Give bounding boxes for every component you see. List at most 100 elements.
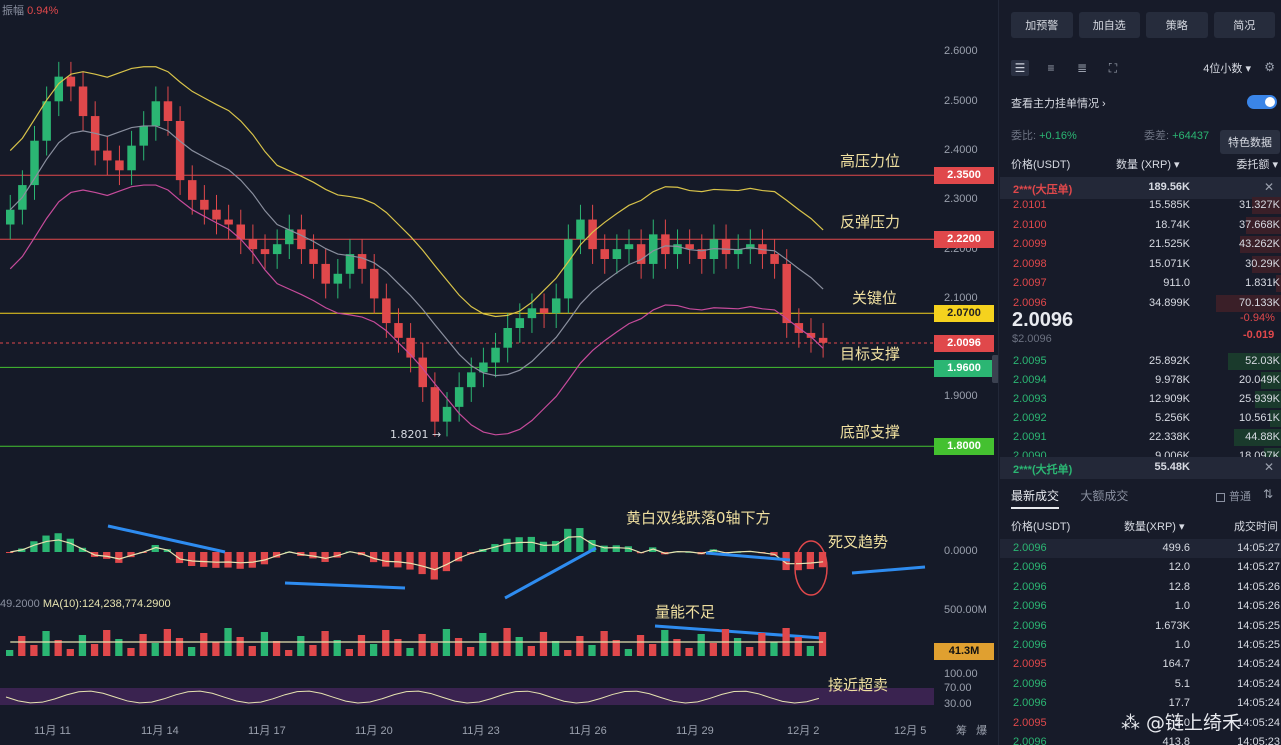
filter-icon[interactable]: ⇅ <box>1262 487 1273 501</box>
normal-filter[interactable]: 普通 <box>1216 488 1251 504</box>
candle-body <box>479 362 488 373</box>
macd-bar <box>321 552 329 562</box>
close-icon[interactable]: ✕ <box>1263 460 1274 474</box>
orderbook-bids-icon[interactable]: ≡ <box>1047 61 1055 75</box>
candle-body <box>369 268 379 299</box>
ask-row[interactable]: 2.0096 34.899K 70.133K <box>1000 294 1281 313</box>
big-bid-row[interactable]: 2***(大托单) 55.48K ✕ <box>1000 457 1281 479</box>
big-orders-toggle[interactable] <box>1247 95 1277 109</box>
bid-row[interactable]: 2.0094 9.978K 20.049K <box>1000 371 1281 390</box>
candle-body <box>467 372 476 388</box>
tab-large-trades[interactable]: 大额成交 <box>1080 489 1129 503</box>
volume-bar <box>600 631 608 656</box>
price-chart[interactable]: 振幅 0.94% 2.6000 2.5000 2.4000 2.3000 2.2… <box>0 0 999 745</box>
volume-bar <box>115 639 123 656</box>
volume-bar <box>649 644 657 656</box>
trend-arrow <box>107 524 226 554</box>
annotation-rebound-resistance: 反弹压力 <box>840 213 901 231</box>
date-tick: 12月 5 <box>894 725 927 737</box>
liquidation-button[interactable]: 爆 <box>976 725 988 737</box>
ask-row[interactable]: 2.0098 15.071K 30.29K <box>1000 255 1281 274</box>
col-qty-header[interactable]: 数量 (XRP) ▾ <box>1116 159 1180 171</box>
price-axis-tick: 2.1000 <box>944 292 978 304</box>
volume-bar <box>357 635 366 656</box>
ask-row[interactable]: 2.0101 15.585K 31.327K <box>1000 196 1281 215</box>
volume-bar <box>588 645 596 656</box>
volume-bar <box>127 648 135 656</box>
trade-col-time: 成交时间 <box>1234 521 1278 533</box>
bid-ask-diff: 委差: +64437 <box>1144 130 1210 142</box>
volume-bar <box>200 633 208 656</box>
ask-row[interactable]: 2.0099 21.525K 43.262K <box>1000 235 1281 254</box>
bid-row[interactable]: 2.0092 5.256K 10.561K <box>1000 409 1281 428</box>
bid-row[interactable]: 2.0093 12.909K 25.939K <box>1000 390 1281 409</box>
volume-bar <box>151 643 159 656</box>
last-price-usd: $2.0096 <box>1012 333 1052 345</box>
candle-body <box>187 180 197 200</box>
trade-col-qty[interactable]: 数量(XRP) ▾ <box>1124 521 1185 533</box>
macd-bar <box>564 528 572 552</box>
orderbook-panel: 加预警 加自选 策略 简况 ☰ ≡ ≣ ⛶ 4位小数 ▾ ⚙ 查看主力挂单情况 … <box>998 0 1281 745</box>
chip-tools[interactable]: 筹 爆 <box>956 722 987 738</box>
chart-canvas[interactable] <box>0 0 998 745</box>
candle-body <box>163 101 173 121</box>
panel-resize-handle[interactable] <box>992 355 999 383</box>
macd-bar <box>42 535 50 552</box>
macd-bar <box>151 545 159 552</box>
price-tag-rebound: 2.2200 <box>934 231 994 248</box>
annotation-oversold: 接近超卖 <box>828 676 889 694</box>
candle-body <box>394 323 403 338</box>
volume-bar <box>54 640 62 656</box>
tab-latest-trades[interactable]: 最新成交 <box>1011 489 1060 509</box>
volume-bar <box>612 640 620 656</box>
feature-data-tooltip[interactable]: 特色数据 <box>1220 130 1280 154</box>
overview-button[interactable]: 简况 <box>1213 12 1275 38</box>
volume-bar <box>418 634 426 656</box>
macd-bar <box>66 538 74 552</box>
volume-bar <box>78 635 87 656</box>
chip-distribution-button[interactable]: 筹 <box>956 725 967 737</box>
candle-body <box>600 249 609 259</box>
volume-bar <box>236 637 244 656</box>
price-tag-key: 2.0700 <box>934 305 994 322</box>
trade-row: 2.0096 1.0 14:05:26 <box>1013 600 1280 613</box>
candle-body <box>6 209 15 225</box>
trade-row: 2.0096 1.0 14:05:25 <box>1013 639 1280 651</box>
big-ask-row[interactable]: 2***(大压单) 189.56K ✕ <box>1000 177 1281 199</box>
bid-row[interactable]: 2.0095 25.892K 52.03K <box>1000 352 1281 371</box>
orderbook-expand-icon[interactable]: ⛶ <box>1108 60 1118 75</box>
bid-row[interactable]: 2.0091 22.338K 44.88K <box>1000 428 1281 447</box>
decimals-select[interactable]: 4位小数 ▾ <box>1203 63 1251 75</box>
death-cross-circle <box>794 540 828 596</box>
bid-row[interactable]: 2.0090 9.006K 18.097K <box>1000 447 1281 457</box>
volume-bar <box>673 639 681 656</box>
col-total-header[interactable]: 委托额 ▾ <box>1236 159 1278 171</box>
orderbook-both-icon[interactable]: ☰ <box>1011 60 1029 76</box>
candle-body <box>321 263 330 284</box>
candle-body <box>297 229 306 250</box>
candle-body <box>418 357 427 388</box>
candle-body <box>115 160 124 171</box>
volume-bar <box>272 641 281 656</box>
strategy-button[interactable]: 策略 <box>1146 12 1208 38</box>
date-tick: 12月 2 <box>787 725 820 737</box>
volume-axis-top: 500.00M <box>944 604 987 616</box>
macd-bar <box>442 552 451 572</box>
settings-icon[interactable]: ⚙ <box>1264 60 1275 74</box>
trend-arrow <box>284 581 406 590</box>
ask-row[interactable]: 2.0100 18.74K 37.668K <box>1000 216 1281 235</box>
macd-bar <box>612 545 620 552</box>
orderbook-asks-icon[interactable]: ≣ <box>1076 61 1088 75</box>
ask-row[interactable]: 2.0097 911.0 1.831K <box>1000 274 1281 293</box>
close-icon[interactable]: ✕ <box>1263 180 1274 194</box>
macd-bar <box>418 552 426 575</box>
add-watchlist-button[interactable]: 加自选 <box>1078 12 1140 38</box>
add-alert-button[interactable]: 加预警 <box>1011 12 1073 38</box>
candle-body <box>54 76 64 102</box>
price-axis-tick: 2.4000 <box>944 144 978 156</box>
macd-bar <box>200 552 208 567</box>
macd-bar <box>576 528 584 552</box>
trade-row: 2.0096 499.6 14:05:27 <box>1000 539 1281 558</box>
macd-bar <box>515 537 523 552</box>
macd-bar <box>187 552 196 566</box>
